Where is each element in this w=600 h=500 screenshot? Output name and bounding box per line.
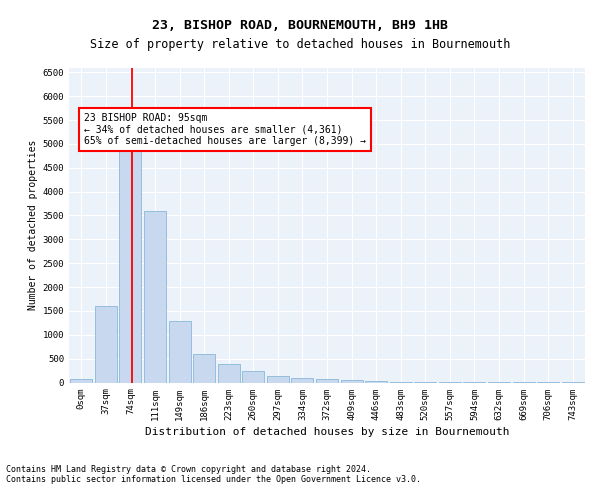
Bar: [267, 376, 289, 382]
X-axis label: Distribution of detached houses by size in Bournemouth: Distribution of detached houses by size …: [145, 426, 509, 436]
Bar: [169, 322, 191, 382]
Bar: [316, 378, 338, 382]
Bar: [95, 306, 117, 382]
Bar: [218, 364, 240, 382]
Text: Contains HM Land Registry data © Crown copyright and database right 2024.: Contains HM Land Registry data © Crown c…: [6, 466, 371, 474]
Bar: [242, 370, 265, 382]
Text: 23, BISHOP ROAD, BOURNEMOUTH, BH9 1HB: 23, BISHOP ROAD, BOURNEMOUTH, BH9 1HB: [152, 19, 448, 32]
Bar: [341, 380, 362, 382]
Text: Size of property relative to detached houses in Bournemouth: Size of property relative to detached ho…: [90, 38, 510, 51]
Bar: [70, 378, 92, 382]
Y-axis label: Number of detached properties: Number of detached properties: [28, 140, 38, 310]
Bar: [119, 139, 142, 382]
Bar: [144, 210, 166, 382]
Text: 23 BISHOP ROAD: 95sqm
← 34% of detached houses are smaller (4,361)
65% of semi-d: 23 BISHOP ROAD: 95sqm ← 34% of detached …: [84, 113, 366, 146]
Bar: [193, 354, 215, 382]
Bar: [365, 381, 387, 382]
Bar: [292, 378, 313, 382]
Text: Contains public sector information licensed under the Open Government Licence v3: Contains public sector information licen…: [6, 476, 421, 484]
